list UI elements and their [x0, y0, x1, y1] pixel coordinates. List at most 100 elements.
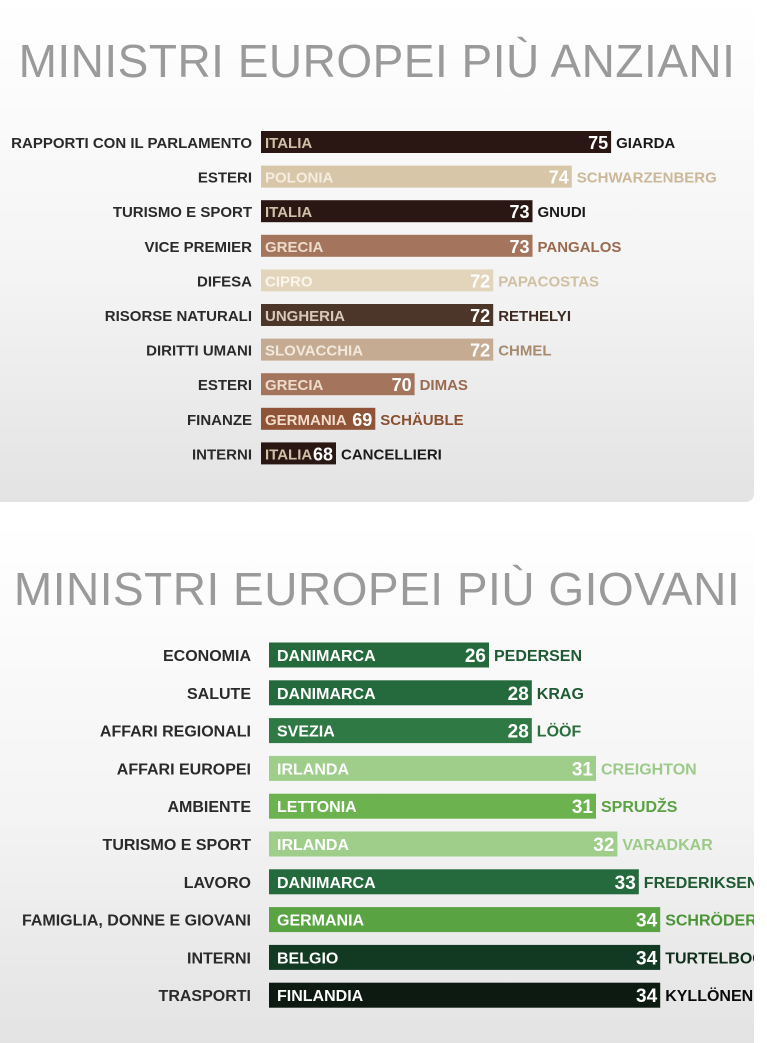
- oldest-category-label: INTERNI: [192, 446, 252, 463]
- youngest-minister-name: FREDERIKSEN: [644, 875, 754, 892]
- youngest-category-label: SALUTE: [187, 686, 251, 703]
- youngest-bar: [269, 718, 532, 744]
- youngest-value-label: 31: [572, 797, 594, 818]
- youngest-bar: [269, 982, 661, 1008]
- oldest-ministers-chart: RAPPORTI CON IL PARLAMENTO ITALIA 75 GIARDA…: [11, 131, 717, 465]
- youngest-bar: [269, 869, 639, 895]
- oldest-bar: [261, 373, 415, 396]
- oldest-bar: [261, 165, 572, 188]
- youngest-bar: [269, 907, 661, 933]
- oldest-country-label: SLOVACCHIA: [265, 343, 363, 360]
- oldest-value-label: 75: [588, 133, 608, 153]
- oldest-bar: [261, 234, 533, 257]
- oldest-country-label: ITALIA: [265, 446, 312, 463]
- youngest-bar: [269, 755, 596, 781]
- oldest-minister-name: CANCELLIERI: [341, 446, 442, 463]
- oldest-value-label: 74: [549, 168, 569, 188]
- oldest-bar: [261, 407, 376, 430]
- youngest-value-label: 26: [465, 646, 486, 667]
- oldest-country-label: GERMANIA: [265, 412, 347, 429]
- youngest-category-label: AFFARI REGIONALI: [100, 724, 251, 741]
- youngest-ministers-panel: MINISTRI EUROPEI PIÙ GIOVANI ECONOMIA DAN…: [0, 522, 754, 1043]
- youngest-country-label: SVEZIA: [277, 724, 335, 741]
- youngest-minister-name: VARADKAR: [622, 837, 713, 854]
- youngest-minister-name: SPRUDŽS: [601, 797, 678, 816]
- youngest-value-label: 34: [636, 911, 658, 932]
- oldest-category-label: FINANZE: [187, 412, 252, 429]
- oldest-country-label: POLONIA: [265, 170, 334, 187]
- youngest-value-label: 31: [572, 759, 594, 780]
- youngest-category-label: AFFARI EUROPEI: [117, 761, 251, 778]
- youngest-value-label: 34: [636, 986, 658, 1007]
- youngest-category-label: LAVORO: [184, 875, 251, 892]
- oldest-country-label: CIPRO: [265, 273, 313, 290]
- oldest-value-label: 72: [470, 271, 490, 291]
- youngest-bar: [269, 793, 596, 819]
- oldest-minister-name: PANGALOS: [538, 239, 622, 256]
- youngest-country-label: DANIMARCA: [277, 648, 376, 665]
- oldest-category-label: DIFESA: [197, 273, 252, 290]
- youngest-category-label: FAMIGLIA, DONNE E GIOVANI: [22, 913, 251, 930]
- youngest-country-label: FINLANDIA: [277, 988, 364, 1005]
- youngest-bar: [269, 831, 618, 857]
- oldest-value-label: 72: [470, 306, 490, 326]
- oldest-minister-name: RETHELYI: [498, 308, 571, 325]
- oldest-value-label: 70: [392, 375, 412, 395]
- oldest-category-label: RISORSE NATURALI: [105, 308, 252, 325]
- oldest-ministers-panel: MINISTRI EUROPEI PIÙ ANZIANI RAPPORTI CO…: [0, 0, 754, 502]
- youngest-country-label: GERMANIA: [277, 913, 365, 930]
- youngest-category-label: TURISMO E SPORT: [103, 837, 252, 854]
- oldest-value-label: 68: [313, 444, 333, 464]
- youngest-minister-name: KRAG: [537, 686, 584, 703]
- youngest-value-label: 33: [615, 873, 636, 894]
- youngest-minister-name: PEDERSEN: [494, 648, 582, 665]
- youngest-country-label: IRLANDA: [277, 761, 349, 778]
- youngest-minister-name: LÖÖF: [537, 722, 582, 741]
- youngest-value-label: 28: [508, 684, 529, 705]
- oldest-bar: [261, 131, 612, 153]
- youngest-ministers-chart: ECONOMIA DANIMARCA 26 PEDERSEN SALUTE DANIMAR…: [22, 642, 754, 1008]
- oldest-bar: [261, 304, 494, 326]
- oldest-category-label: TURISMO E SPORT: [113, 204, 252, 221]
- oldest-minister-name: PAPACOSTAS: [498, 273, 599, 290]
- youngest-chart-title: MINISTRI EUROPEI PIÙ GIOVANI: [13, 563, 741, 615]
- oldest-country-label: ITALIA: [265, 204, 312, 221]
- oldest-minister-name: CHMEL: [498, 343, 551, 360]
- oldest-value-label: 69: [352, 410, 372, 430]
- youngest-minister-name: SCHRÖDER: [665, 911, 754, 930]
- youngest-category-label: ECONOMIA: [163, 648, 251, 665]
- youngest-value-label: 28: [508, 722, 529, 743]
- youngest-bar: [269, 680, 532, 706]
- oldest-country-label: ITALIA: [265, 135, 312, 152]
- youngest-category-label: AMBIENTE: [167, 799, 251, 816]
- oldest-minister-name: SCHWARZENBERG: [577, 170, 717, 187]
- oldest-value-label: 73: [509, 202, 529, 222]
- youngest-bar: [269, 944, 661, 970]
- youngest-country-label: LETTONIA: [277, 799, 357, 816]
- youngest-minister-name: KYLLÖNEN: [665, 986, 753, 1005]
- youngest-value-label: 34: [636, 948, 658, 969]
- oldest-minister-name: DIMAS: [420, 377, 468, 394]
- oldest-category-label: RAPPORTI CON IL PARLAMENTO: [11, 135, 252, 152]
- youngest-category-label: INTERNI: [187, 950, 251, 967]
- oldest-bar: [261, 200, 533, 223]
- youngest-value-label: 32: [593, 835, 614, 856]
- oldest-category-label: VICE PREMIER: [144, 239, 252, 256]
- oldest-country-label: GRECIA: [265, 377, 324, 394]
- oldest-bar: [261, 338, 494, 361]
- oldest-value-label: 73: [509, 237, 529, 257]
- oldest-category-label: ESTERI: [198, 170, 252, 187]
- youngest-minister-name: CREIGHTON: [601, 761, 697, 778]
- oldest-bar: [261, 269, 494, 292]
- oldest-country-label: GRECIA: [265, 239, 324, 256]
- youngest-country-label: BELGIO: [277, 950, 338, 967]
- youngest-minister-name: TURTELBOOM: [665, 950, 754, 967]
- oldest-value-label: 72: [470, 341, 490, 361]
- oldest-minister-name: SCHÄUBLE: [380, 412, 463, 429]
- youngest-country-label: DANIMARCA: [277, 875, 376, 892]
- oldest-category-label: DIRITTI UMANI: [146, 343, 252, 360]
- oldest-minister-name: GIARDA: [616, 135, 675, 152]
- youngest-country-label: DANIMARCA: [277, 686, 376, 703]
- oldest-country-label: UNGHERIA: [265, 308, 345, 325]
- youngest-country-label: IRLANDA: [277, 837, 349, 854]
